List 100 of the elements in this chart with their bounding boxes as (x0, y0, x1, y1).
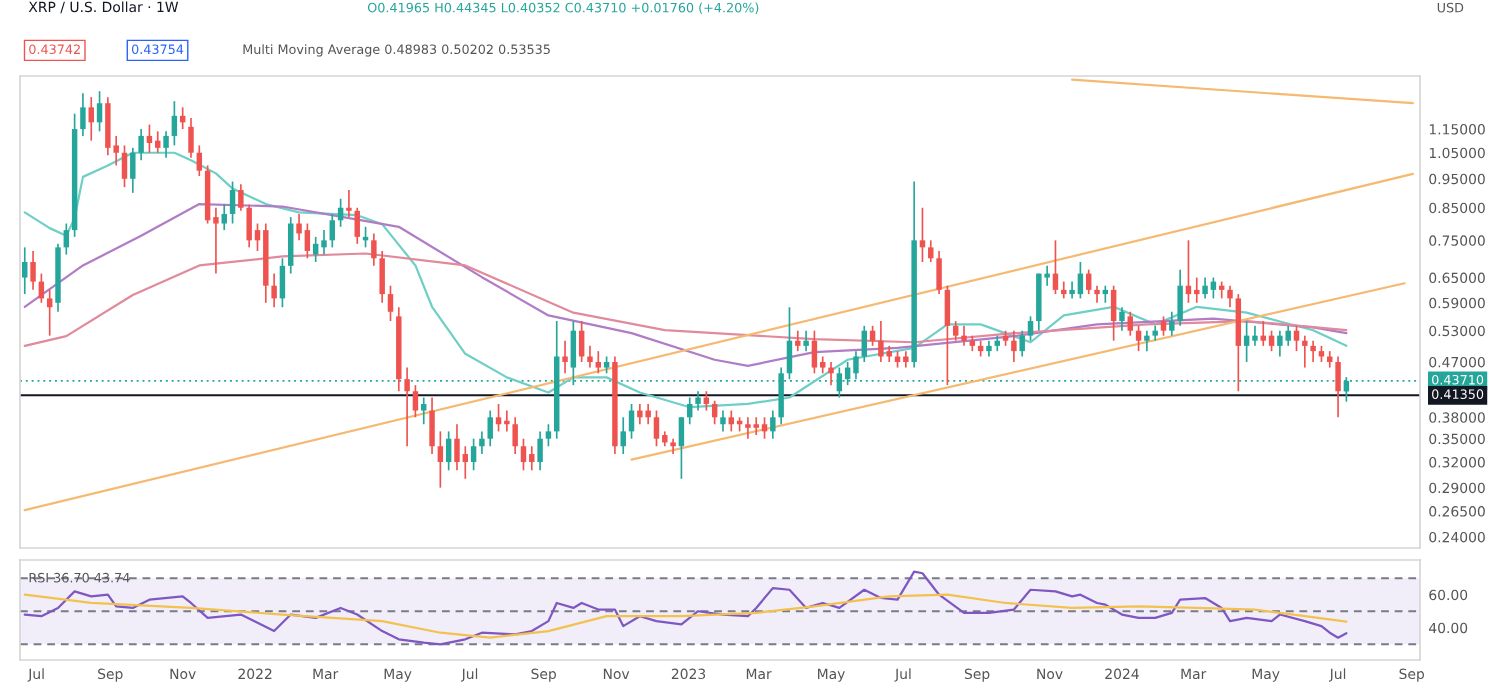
candlestick (479, 430, 485, 455)
candlestick (811, 329, 818, 375)
candlestick (404, 366, 410, 448)
candlestick (620, 416, 626, 455)
candlestick (63, 222, 70, 256)
candlestick (288, 216, 294, 275)
candlestick (188, 117, 194, 159)
candlestick (1252, 324, 1258, 347)
candlestick (487, 409, 493, 448)
line-series (23, 593, 1348, 639)
candlestick (795, 329, 801, 352)
candlestick (944, 284, 951, 386)
candlestick (1202, 276, 1208, 300)
candlestick (878, 320, 884, 363)
candlestick (121, 144, 128, 188)
candlestick (421, 396, 427, 426)
candlestick (1019, 329, 1025, 358)
candlestick (653, 409, 660, 448)
candlestick (80, 92, 86, 137)
candlestick (936, 250, 942, 295)
candlestick (462, 445, 469, 480)
candlestick (537, 430, 543, 472)
candlestick (454, 423, 460, 472)
candlestick (529, 445, 535, 472)
candlestick (312, 236, 319, 263)
candlestick (1011, 329, 1017, 363)
candlestick (105, 96, 111, 157)
candlestick (138, 128, 144, 162)
candlestick (1036, 272, 1042, 332)
candlestick (1285, 324, 1291, 347)
candlestick (1085, 268, 1092, 295)
candlestick (412, 384, 419, 419)
candlestick (96, 90, 103, 133)
candlestick (1310, 339, 1316, 363)
candlestick (869, 324, 876, 347)
candlestick (196, 144, 203, 177)
candlestick (1027, 315, 1034, 342)
candlestick (1052, 239, 1059, 295)
candlestick (1110, 284, 1117, 342)
candlestick (379, 250, 385, 304)
candlestick (695, 390, 701, 412)
candlestick (238, 183, 244, 212)
candlestick (46, 289, 53, 337)
candlestick (130, 146, 136, 194)
candlestick (1235, 293, 1242, 393)
candlestick (1144, 329, 1150, 352)
candlestick (678, 416, 685, 480)
candlestick (30, 250, 36, 291)
candlestick (1169, 310, 1175, 337)
candlestick (753, 416, 759, 436)
candlestick (1293, 324, 1300, 352)
candlestick (304, 222, 311, 260)
candlestick (919, 206, 926, 263)
candlestick (770, 409, 776, 440)
candlestick (1227, 284, 1233, 309)
candlestick (961, 324, 967, 347)
candlestick (637, 403, 643, 426)
candlestick (1135, 324, 1142, 352)
candlestick (928, 239, 934, 263)
candlestick (520, 437, 527, 472)
candlestick (371, 232, 377, 267)
candlestick (562, 339, 568, 375)
candlestick (321, 229, 327, 256)
line-series (23, 202, 1348, 367)
candlestick (1094, 284, 1100, 304)
candlestick (163, 130, 169, 159)
candlestick (279, 257, 286, 309)
candlestick (445, 430, 452, 472)
candlestick (171, 100, 178, 147)
candlestick (828, 361, 834, 386)
candlestick (387, 284, 394, 322)
candlestick (645, 403, 651, 426)
candlestick (88, 96, 94, 142)
candlestick (545, 423, 552, 448)
candlestick (952, 320, 959, 342)
candlestick (229, 180, 236, 225)
candlestick (745, 416, 751, 440)
candlestick (1277, 329, 1283, 358)
line-series (23, 570, 1348, 646)
candlestick (1127, 310, 1133, 337)
candlestick (595, 350, 602, 375)
candlestick (271, 272, 277, 309)
candlestick (470, 437, 477, 472)
candlestick (495, 403, 502, 433)
candlestick (22, 246, 28, 295)
candlestick (1177, 268, 1183, 327)
candlestick (1335, 355, 1341, 419)
candlestick (1160, 315, 1167, 337)
candlestick (1119, 306, 1125, 332)
candlestick (146, 123, 153, 154)
candlestick (761, 416, 768, 440)
candlestick (512, 416, 518, 455)
candlestick (329, 213, 336, 249)
candlestick (786, 306, 793, 380)
candlestick (803, 329, 809, 352)
candlestick (246, 203, 252, 249)
candlestick (587, 345, 593, 369)
candlestick (155, 130, 161, 154)
candlestick (504, 409, 510, 433)
candlestick (346, 189, 352, 218)
